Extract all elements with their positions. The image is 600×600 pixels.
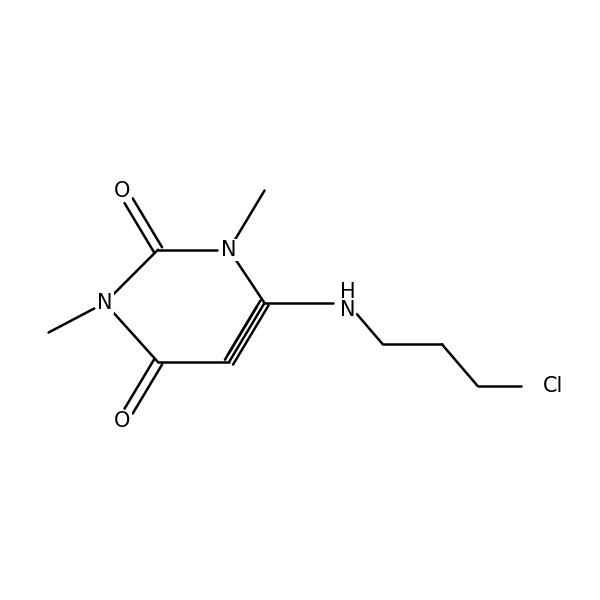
Text: H: H xyxy=(340,283,355,302)
Text: N: N xyxy=(340,300,355,320)
Text: O: O xyxy=(115,411,131,431)
Text: N: N xyxy=(221,240,237,260)
Text: Cl: Cl xyxy=(542,376,563,396)
Text: O: O xyxy=(115,181,131,200)
Text: N: N xyxy=(97,293,113,313)
